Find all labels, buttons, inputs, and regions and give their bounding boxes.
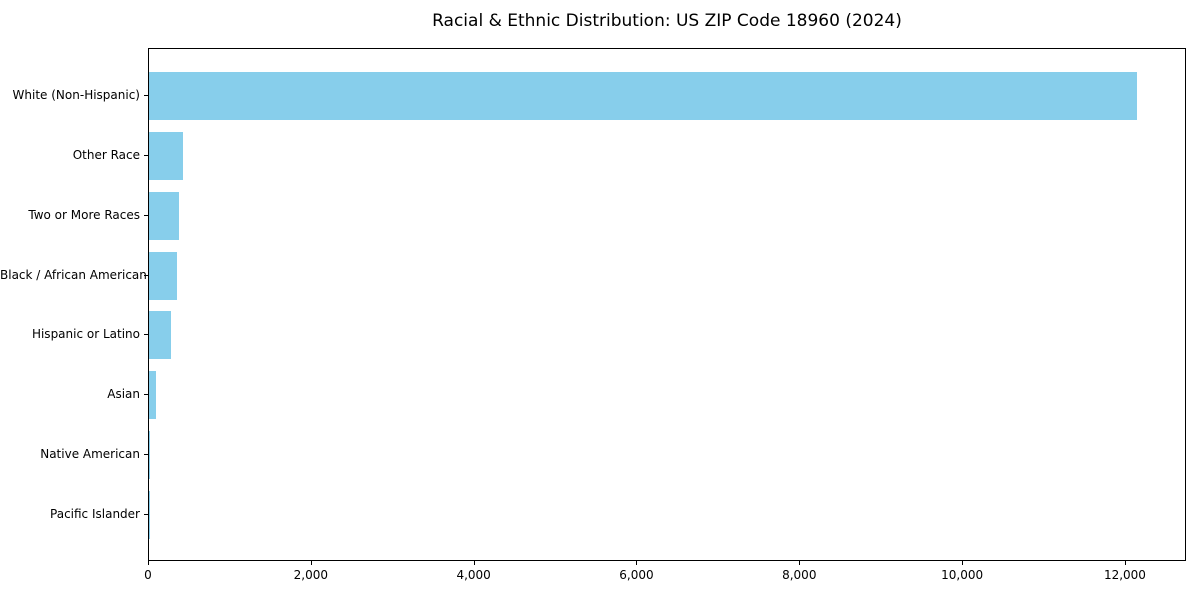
- x-tick-mark: [148, 561, 149, 565]
- x-tick-mark: [473, 561, 475, 565]
- x-tick-label: 12,000: [1103, 568, 1146, 582]
- x-tick-label: 4,000: [456, 568, 491, 582]
- x-tick-mark: [962, 561, 964, 565]
- bar: [149, 431, 150, 480]
- y-tick-label: Two or More Races: [28, 207, 140, 222]
- bar: [149, 371, 156, 420]
- x-tick-label: 2,000: [293, 568, 328, 582]
- chart-title: Racial & Ethnic Distribution: US ZIP Cod…: [432, 11, 902, 31]
- y-tick-label: Other Race: [72, 147, 140, 162]
- y-tick-mark: [144, 514, 148, 516]
- x-tick-label: 0: [144, 568, 152, 582]
- x-tick-mark: [310, 561, 312, 565]
- x-tick-mark: [1124, 561, 1126, 565]
- x-tick-label: 6,000: [619, 568, 654, 582]
- y-tick-mark: [144, 154, 148, 156]
- plot-area: [148, 48, 1186, 561]
- y-tick-mark: [144, 94, 148, 96]
- y-tick-label: Native American: [40, 447, 140, 462]
- y-tick-mark: [144, 394, 148, 396]
- y-tick-mark: [144, 454, 148, 456]
- x-tick-mark: [636, 561, 638, 565]
- y-tick-mark: [144, 214, 148, 216]
- y-tick-mark: [144, 334, 148, 336]
- x-tick-mark: [799, 561, 801, 565]
- x-tick-label: 10,000: [941, 568, 984, 582]
- y-tick-label: White (Non-Hispanic): [12, 87, 140, 102]
- y-tick-label: Pacific Islander: [50, 507, 140, 522]
- bar: [149, 71, 1138, 120]
- bar: [149, 191, 179, 240]
- bar: [149, 251, 177, 300]
- bar: [149, 131, 184, 180]
- x-tick-label: 8,000: [782, 568, 817, 582]
- y-tick-label: Hispanic or Latino: [31, 327, 140, 342]
- y-tick-label: Black / African American: [0, 267, 147, 282]
- y-tick-mark: [144, 274, 148, 276]
- y-tick-label: Asian: [107, 387, 140, 402]
- bar: [149, 311, 171, 360]
